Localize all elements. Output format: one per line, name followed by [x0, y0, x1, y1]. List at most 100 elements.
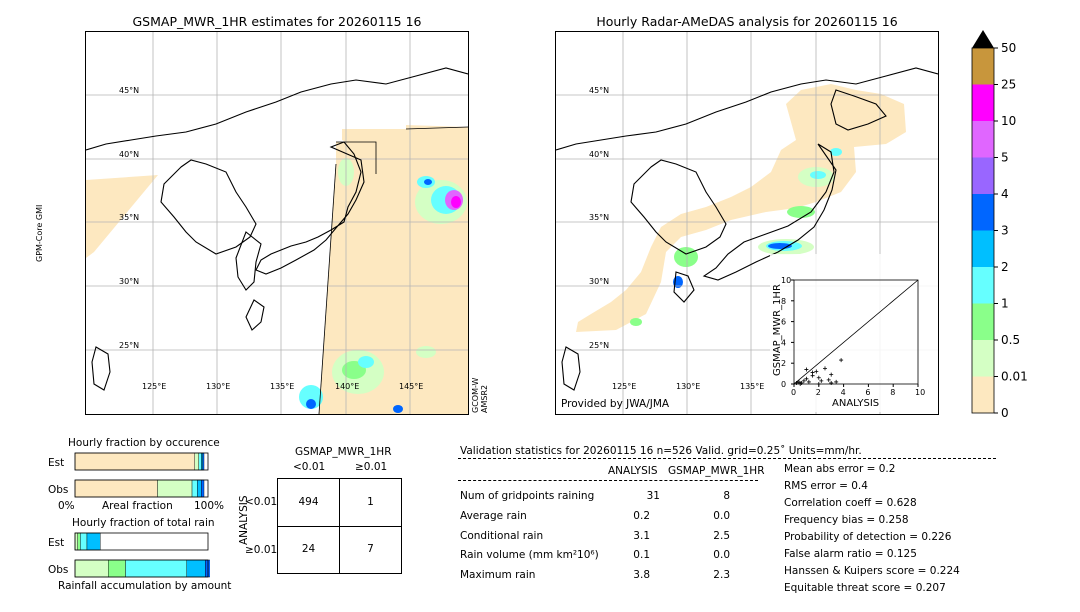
validation-col-gsmap: GSMAP_MWR_1HR [668, 465, 765, 477]
stacked-bar-segment [194, 452, 199, 471]
scatter-xlabel: ANALYSIS [832, 398, 879, 409]
colorbar-label: 50 [1001, 41, 1016, 55]
contingency-cell: 1 [367, 496, 374, 508]
colorbar-label: 10 [1001, 114, 1016, 128]
score-line: Correlation coeff = 0.628 [784, 497, 917, 509]
scatter-point [801, 378, 806, 383]
stacked-bar-segment [198, 452, 202, 471]
right-map-svg [556, 32, 938, 414]
stacked-bar-frame [74, 479, 209, 498]
scatter-xtick-label: 2 [816, 388, 821, 397]
rain-patch [306, 399, 316, 409]
lat-label: 45°N [589, 86, 610, 95]
lon-label: 130°E [206, 382, 231, 391]
stacked-bar-segment [125, 559, 187, 578]
validation-table-divider [458, 480, 758, 481]
occurrence-x-mid: Areal fraction [102, 500, 173, 512]
right-map-title: Hourly Radar-AMeDAS analysis for 2026011… [596, 14, 898, 29]
credit-text: Provided by JWA/JMA [561, 398, 670, 410]
colorbar-segment [972, 340, 994, 377]
scatter-point [834, 379, 839, 384]
right-coastline [556, 67, 938, 391]
contingency-cell: 24 [301, 543, 316, 555]
left-coastline [86, 67, 468, 391]
scatter-point [839, 358, 844, 363]
stacked-bar-segment [77, 532, 81, 551]
colorbar-segment [972, 48, 994, 85]
colorbar-segment [972, 121, 994, 158]
left-grid [86, 32, 468, 414]
right-sensor-label: GCOM-W AMSR2 [471, 377, 489, 413]
scatter-point [798, 382, 803, 386]
colorbar-label: 25 [1001, 78, 1016, 92]
rain-patch [810, 171, 826, 179]
lat-label: 30°N [589, 277, 610, 286]
stacked-bar-frame [74, 452, 209, 471]
total-rain-title: Hourly fraction of total rain [72, 517, 215, 529]
scatter-ytick-label: 2 [781, 359, 786, 368]
left-map-title: GSMAP_MWR_1HR estimates for 20260115 16 [132, 14, 422, 29]
stat-analysis: 31 [646, 490, 660, 502]
scatter-ytick-label: 0 [781, 380, 786, 389]
stat-label: Conditional rain [460, 530, 544, 542]
stacked-bar-frame [74, 532, 209, 551]
scatter-point [819, 378, 824, 383]
occurrence-bars [74, 452, 209, 498]
contingency-row-header: ≥0.01 [245, 544, 278, 556]
left-sensor-label: GPM-Core GMI [35, 204, 44, 262]
rain-patch [674, 247, 698, 267]
scatter-ytick-label: 8 [781, 297, 786, 306]
colorbar-segment [972, 194, 994, 231]
stat-gsmap: 0.0 [713, 510, 730, 522]
score-line: Mean abs error = 0.2 [784, 463, 896, 475]
scatter-frame [793, 279, 919, 385]
lon-label: 145°E [399, 382, 424, 391]
stat-analysis: 3.8 [633, 569, 650, 581]
validation-col-analysis: ANALYSIS [608, 465, 658, 477]
colorbar-label: 2 [1001, 260, 1009, 274]
stat-analysis: 3.1 [633, 530, 650, 542]
stacked-bar-segment [202, 452, 205, 471]
colorbar: 50 25 10 5 4 3 2 1 0.5 0.01 0 [971, 30, 1028, 420]
scatter-point [829, 380, 834, 385]
stat-gsmap: 2.3 [713, 569, 730, 581]
lon-label: 125°E [142, 382, 167, 391]
scatter-xtick-label: 8 [890, 388, 895, 397]
scatter-point [816, 375, 821, 380]
lat-label: 40°N [589, 150, 610, 159]
lat-label: 25°N [589, 341, 610, 350]
lon-label: 140°E [335, 382, 360, 391]
lon-label: 135°E [270, 382, 295, 391]
colorbar-label: 5 [1001, 151, 1009, 165]
scatter-xtick-label: 4 [841, 388, 846, 397]
rain-patch [299, 385, 323, 409]
rain-patch [416, 346, 436, 358]
stat-label: Num of gridpoints raining [460, 490, 595, 502]
score-line: Probability of detection = 0.226 [784, 531, 952, 543]
colorbar-segment [972, 267, 994, 304]
validation-header: Validation statistics for 20260115 16 n=… [460, 445, 862, 457]
lon-label: 135°E [740, 382, 765, 391]
stat-gsmap: 2.5 [713, 530, 730, 542]
scatter-point [794, 380, 799, 385]
occurrence-cat-obs: Obs [48, 484, 69, 496]
total-rain-cat-obs: Obs [48, 564, 69, 576]
scatter-diagonal [793, 279, 919, 385]
total-rain-cat-est: Est [48, 537, 65, 549]
scatter-point [826, 377, 831, 382]
occurrence-x-left: 0% [58, 500, 75, 512]
score-line: Equitable threat score = 0.207 [784, 582, 946, 594]
contingency-cell: 494 [298, 496, 319, 508]
left-swath-west [86, 175, 158, 258]
score-line: False alarm ratio = 0.125 [784, 548, 917, 560]
lat-label: 30°N [119, 277, 140, 286]
stat-label: Average rain [460, 510, 527, 522]
colorbar-label: 4 [1001, 187, 1009, 201]
contingency-col-header: <0.01 [293, 461, 326, 473]
scatter-point [804, 367, 809, 372]
colorbar-label: 3 [1001, 224, 1009, 238]
colorbar-label: 0.5 [1001, 333, 1020, 347]
score-line: RMS error = 0.4 [784, 480, 868, 492]
lon-label: 125°E [612, 382, 637, 391]
rain-patch [787, 206, 815, 218]
